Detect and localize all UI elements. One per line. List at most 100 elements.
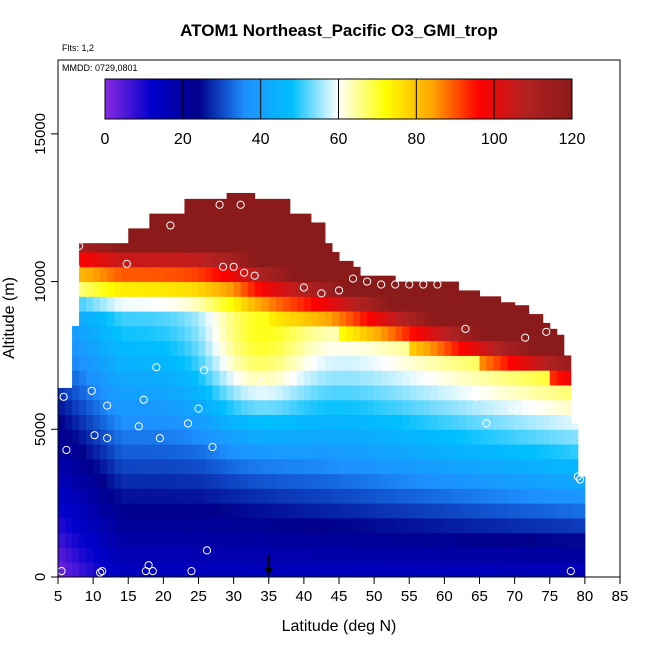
heatmap-cell [177, 384, 185, 401]
heatmap-cell [409, 503, 417, 519]
sample-point [62, 445, 71, 455]
heatmap-cell [310, 384, 319, 401]
heatmap-cell [156, 399, 164, 416]
heatmap-cell [570, 444, 579, 460]
heatmap-cell [500, 340, 509, 356]
heatmap-cell [458, 340, 466, 356]
heatmap-cell [472, 311, 480, 327]
heatmap-cell [324, 429, 333, 445]
heatmap-cell [521, 340, 530, 356]
heatmap-cell [549, 399, 558, 416]
heatmap-cell [93, 340, 101, 356]
heatmap-cell [296, 488, 305, 504]
heatmap-cell [374, 281, 382, 297]
heatmap-cell [128, 311, 136, 327]
heatmap-cell [409, 355, 417, 371]
heatmap-cell [577, 517, 586, 534]
date-annotation: MMDD: 0729,0801 [62, 63, 138, 73]
heatmap-cell [521, 547, 530, 563]
heatmap-cell [388, 370, 396, 386]
heatmap-cell [479, 458, 488, 475]
heatmap-cell [275, 488, 284, 504]
heatmap-cell [142, 444, 150, 460]
heatmap-cell [128, 281, 136, 297]
heatmap-cell [521, 532, 530, 548]
heatmap-cell [282, 488, 291, 504]
heatmap-cell [353, 458, 361, 475]
heatmap-cell [430, 547, 438, 563]
heatmap-cell [254, 399, 263, 416]
heatmap-cell [226, 414, 235, 430]
heatmap-cell [310, 296, 319, 312]
heatmap-cell [268, 222, 277, 238]
heatmap-cell [570, 503, 579, 519]
heatmap-cell [451, 281, 459, 297]
heatmap-cell [303, 399, 312, 416]
heatmap-cell [395, 503, 403, 519]
heatmap-cell [289, 222, 298, 238]
heatmap-cell [156, 562, 164, 577]
heatmap-cell [437, 458, 445, 475]
heatmap-cell [233, 222, 242, 238]
heatmap-cell [528, 325, 537, 342]
heatmap-cell [261, 517, 270, 534]
heatmap-cell [465, 325, 473, 342]
heatmap-cell [233, 370, 242, 386]
heatmap-cell [486, 296, 495, 312]
heatmap-cell [205, 311, 214, 327]
heatmap-cell [339, 340, 347, 356]
heatmap-cell [212, 207, 221, 223]
heatmap-cell [170, 266, 178, 283]
heatmap-cell [570, 517, 579, 534]
heatmap-cell [339, 458, 347, 475]
heatmap-cell [346, 325, 354, 342]
heatmap-cell [437, 517, 445, 534]
heatmap-cell [107, 562, 115, 577]
heatmap-cell [493, 517, 502, 534]
heatmap-cell [191, 444, 199, 460]
heatmap-cell [135, 488, 143, 504]
heatmap-cell [430, 325, 438, 342]
heatmap-cell [409, 311, 417, 327]
heatmap-cell [472, 384, 480, 401]
heatmap-cell [409, 458, 417, 475]
heatmap-cell [282, 458, 291, 475]
heatmap-cell [339, 547, 347, 563]
heatmap-cell [289, 444, 298, 460]
heatmap-cell [114, 311, 122, 327]
heatmap-cell [107, 517, 115, 534]
heatmap-cell [198, 547, 207, 563]
heatmap-cell [310, 252, 319, 268]
heatmap-cell [367, 275, 375, 283]
heatmap-cell [388, 547, 396, 563]
heatmap-cell [233, 547, 242, 563]
heatmap-cell [72, 340, 80, 356]
heatmap-cell [226, 311, 235, 327]
x-tick-label: 25 [190, 588, 207, 605]
heatmap-cell [324, 370, 333, 386]
heatmap-cell [289, 296, 298, 312]
sample-point [148, 566, 157, 576]
heatmap-cell [486, 340, 495, 356]
heatmap-cell [156, 547, 164, 563]
sample-point [58, 566, 66, 576]
heatmap-cell [114, 414, 122, 430]
heatmap-cell [479, 384, 488, 401]
heatmap-cell [465, 290, 473, 297]
heatmap-cell [402, 562, 410, 577]
heatmap-cell [353, 384, 361, 401]
heatmap-cell [219, 340, 228, 356]
heatmap-cell [310, 370, 319, 386]
heatmap-cell [58, 414, 66, 430]
heatmap-cell [121, 252, 129, 268]
heatmap-cell [128, 237, 136, 253]
heatmap-cell [317, 340, 326, 356]
heatmap-cell [353, 532, 361, 548]
heatmap-cell [296, 296, 305, 312]
heatmap-cell [486, 384, 495, 401]
heatmap-cell [93, 562, 101, 577]
heatmap-cell [107, 473, 115, 489]
heatmap-cell [247, 222, 256, 238]
heatmap-cell [289, 532, 298, 548]
heatmap-cell [86, 517, 94, 534]
